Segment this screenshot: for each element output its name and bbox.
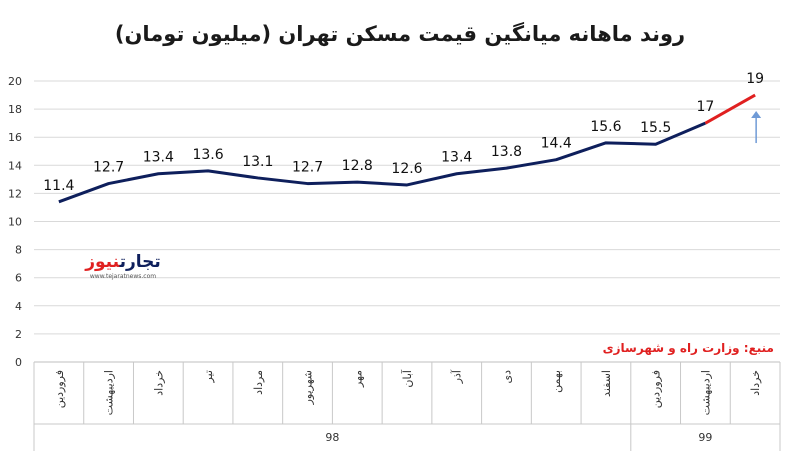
x-tick-label: آبان — [400, 369, 414, 387]
x-tick-label: اسفند — [600, 370, 613, 397]
group-label: 99 — [698, 431, 712, 444]
x-tick-label: اردیبهشت — [699, 370, 712, 415]
y-tick-label: 4 — [15, 300, 22, 313]
data-label: 17 — [696, 99, 714, 115]
data-label: 13.4 — [441, 150, 472, 166]
data-label: 13.4 — [143, 150, 174, 166]
data-label: 13.8 — [491, 144, 522, 160]
x-tick-label: مرداد — [252, 370, 265, 395]
source-note: منبع: وزارت راه و شهرسازی — [602, 341, 774, 355]
x-tick-label: بهمن — [550, 370, 563, 393]
series-line — [58, 121, 706, 204]
x-tick-label: فروردین — [53, 370, 66, 408]
x-tick-label: شهریور — [302, 370, 315, 405]
data-label: 15.6 — [590, 119, 621, 135]
x-tick-label: تیر — [202, 370, 215, 383]
y-tick-label: 8 — [15, 244, 22, 257]
data-label: 12.6 — [391, 161, 422, 177]
y-tick-label: 16 — [8, 131, 22, 144]
forecast-line — [704, 93, 756, 125]
data-label: 19 — [746, 71, 764, 87]
logo-text-accent: نیوز — [85, 252, 120, 272]
x-tick-label: اردیبهشت — [103, 370, 116, 415]
group-label: 98 — [325, 431, 339, 444]
y-tick-label: 0 — [15, 356, 22, 369]
logo-text-main: تجارت — [119, 252, 161, 272]
y-tick-label: 20 — [8, 75, 22, 88]
y-tick-label: 10 — [8, 216, 22, 229]
x-tick-label: خرداد — [152, 370, 165, 396]
tejaratnews-logo: تجارتنیوز www.tejaratnews.com — [78, 252, 168, 288]
y-tick-label: 12 — [8, 187, 22, 200]
y-tick-label: 6 — [15, 272, 22, 285]
x-tick-label: دی — [500, 370, 513, 384]
x-tick-label: فروردین — [650, 370, 663, 408]
x-tick-label: مهر — [351, 370, 364, 388]
data-label: 11.4 — [43, 178, 74, 194]
data-label: 12.8 — [342, 158, 373, 174]
y-tick-label: 14 — [8, 159, 22, 172]
chart-title: روند ماهانه میانگین قیمت مسکن تهران (میل… — [114, 22, 686, 46]
data-label: 12.7 — [292, 160, 323, 176]
data-label: 13.6 — [192, 147, 223, 163]
y-tick-label: 2 — [15, 328, 22, 341]
trend-arrow-head-icon — [751, 111, 762, 119]
logo-url: www.tejaratnews.com — [89, 273, 157, 280]
data-label: 15.5 — [640, 120, 671, 136]
data-label: 14.4 — [541, 136, 572, 152]
x-tick-label: آذر — [450, 369, 464, 384]
data-label: 13.1 — [242, 154, 273, 170]
y-tick-label: 18 — [8, 103, 22, 116]
data-label: 12.7 — [93, 160, 124, 176]
x-tick-label: خرداد — [749, 370, 762, 396]
